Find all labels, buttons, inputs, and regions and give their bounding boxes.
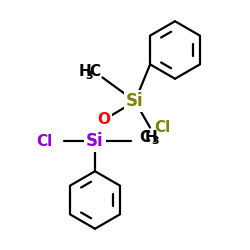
Text: C: C (89, 64, 100, 80)
Text: Si: Si (86, 132, 104, 150)
Text: Cl: Cl (154, 120, 171, 135)
Text: 3: 3 (85, 71, 92, 81)
Text: O: O (97, 112, 110, 128)
Text: H: H (144, 130, 157, 144)
Text: Cl: Cl (36, 134, 52, 149)
Text: Si: Si (126, 92, 144, 110)
Text: C: C (139, 130, 150, 144)
Text: H: H (78, 64, 91, 80)
Text: 3: 3 (151, 136, 159, 146)
